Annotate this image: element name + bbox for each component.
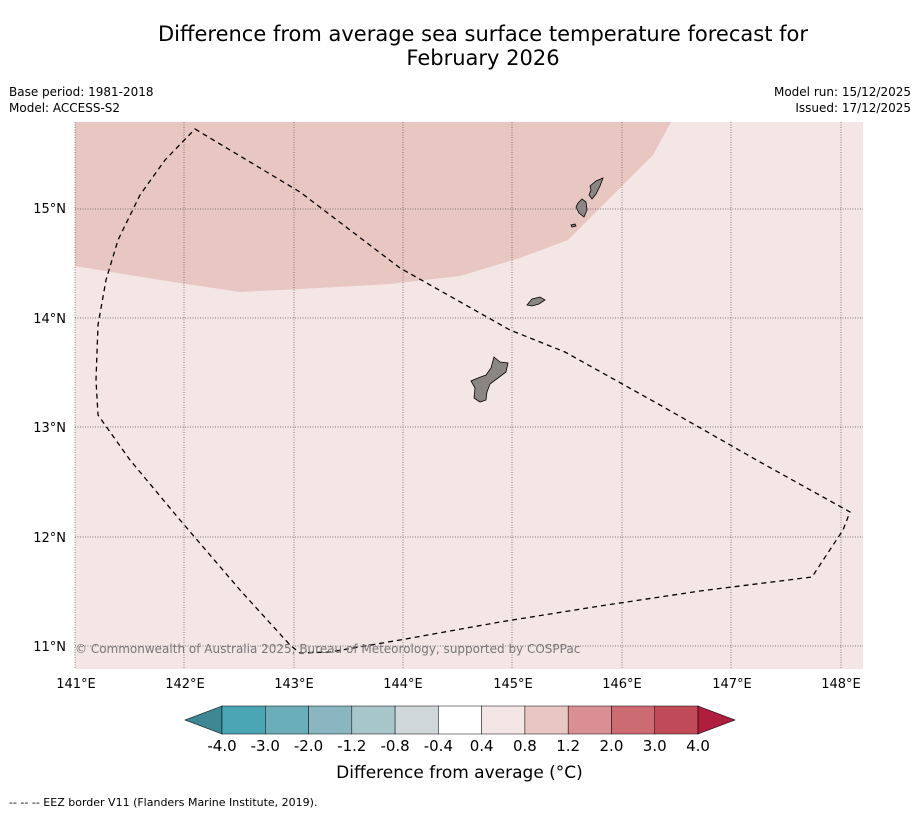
- island-rota: [526, 296, 546, 307]
- colorbar-bin: [351, 705, 396, 735]
- colorbar-tick-label: 1.2: [556, 737, 580, 755]
- lat-label-13: 13°N: [33, 421, 66, 436]
- lat-label-15: 15°N: [33, 202, 66, 217]
- lon-label-142: 142°E: [165, 677, 205, 692]
- island-saipan: [588, 177, 604, 200]
- lon-label-147: 147°E: [712, 677, 752, 692]
- colorbar-over-arrow: [697, 705, 736, 735]
- issued-date: Issued: 17/12/2025: [795, 101, 911, 115]
- colorbar-bin: [654, 705, 699, 735]
- island-tinian: [575, 198, 588, 218]
- colorbar-tick-label: 0.4: [470, 737, 494, 755]
- colorbar-bin: [265, 705, 309, 735]
- colorbar-bin: [567, 705, 612, 735]
- colorbar-bin: [481, 705, 526, 735]
- colorbar-tick-label: -0.4: [424, 737, 453, 755]
- colorbar-tick-label: -3.0: [251, 737, 280, 755]
- colorbar-bin: [611, 705, 655, 735]
- colorbar-bin: [524, 705, 569, 735]
- island-guam: [470, 356, 509, 403]
- lat-label-12: 12°N: [33, 531, 66, 546]
- lon-label-144: 144°E: [383, 677, 423, 692]
- lon-label-148: 148°E: [821, 677, 861, 692]
- lon-label-143: 143°E: [274, 677, 314, 692]
- map-warm-anomaly: [75, 122, 671, 292]
- chart-title-line1: Difference from average sea surface temp…: [158, 22, 808, 46]
- colorbar-title: Difference from average (°C): [336, 763, 583, 783]
- colorbar-tick-label: -4.0: [207, 737, 236, 755]
- colorbar-tick-label: -0.8: [380, 737, 409, 755]
- colorbar-tick-label: 2.0: [600, 737, 624, 755]
- lon-label-141: 141°E: [56, 677, 96, 692]
- colorbar-tick-label: -1.2: [337, 737, 366, 755]
- lon-label-146: 146°E: [602, 677, 642, 692]
- colorbar-bin: [394, 705, 439, 735]
- lat-label-11: 11°N: [33, 640, 66, 655]
- islands: [470, 177, 604, 403]
- lat-labels: 15°N 14°N 13°N 12°N 11°N: [33, 202, 66, 655]
- colorbar-ticks: -4.0 -3.0 -2.0 -1.2 -0.8 -0.4 0.4 0.8 1.2 2.0 3.0 4…: [207, 737, 710, 755]
- copyright-text: © Commonwealth of Australia 2025, Bureau…: [75, 642, 580, 656]
- colorbar-tick-label: 4.0: [686, 737, 710, 755]
- colorbar: [184, 705, 736, 735]
- lon-labels: 141°E 142°E 143°E 144°E 145°E 146°E 147°…: [56, 677, 861, 692]
- colorbar-bin: [438, 705, 482, 735]
- colorbar-tick-label: 3.0: [643, 737, 667, 755]
- chart-title-line2: February 2026: [406, 46, 560, 70]
- colorbar-tick-label: 0.8: [513, 737, 537, 755]
- meta-right: Model run: 15/12/2025 Issued: 17/12/2025: [774, 84, 911, 116]
- legend-footer: -- -- -- EEZ border V11 (Flanders Marine…: [9, 796, 318, 809]
- map-gridlines: [74, 122, 863, 669]
- colorbar-bin: [308, 705, 353, 735]
- chart-title: Difference from average sea surface temp…: [120, 22, 846, 70]
- colorbar-under-arrow: [184, 705, 223, 735]
- lat-label-14: 14°N: [33, 312, 66, 327]
- base-period: Base period: 1981-2018: [9, 85, 154, 99]
- eez-border: [95, 128, 851, 654]
- meta-left: Base period: 1981-2018 Model: ACCESS-S2: [9, 84, 154, 116]
- island-aguijan: [570, 223, 577, 228]
- model-name: Model: ACCESS-S2: [9, 101, 121, 115]
- colorbar-tick-label: -2.0: [294, 737, 323, 755]
- lon-label-145: 145°E: [493, 677, 533, 692]
- colorbar-bin: [221, 705, 266, 735]
- model-run: Model run: 15/12/2025: [773, 85, 911, 99]
